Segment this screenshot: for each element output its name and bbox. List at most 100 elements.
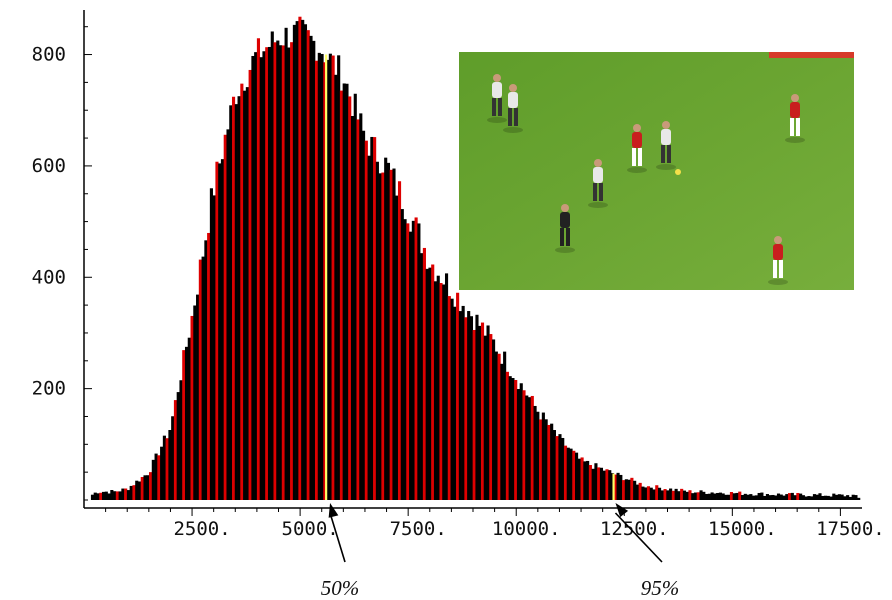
histogram-bar xyxy=(334,74,338,500)
histogram-bar xyxy=(848,496,852,500)
histogram-bar xyxy=(456,292,460,500)
histogram-bar xyxy=(132,485,136,500)
histogram-bar xyxy=(721,493,725,500)
histogram-bar xyxy=(417,223,421,500)
advert-board-strip xyxy=(769,52,854,58)
histogram-bar xyxy=(337,55,341,500)
histogram-bar xyxy=(301,19,305,500)
histogram-bar xyxy=(771,494,775,500)
histogram-bar xyxy=(682,490,687,500)
histogram-bar xyxy=(497,353,501,500)
histogram-bar xyxy=(851,494,855,500)
histogram-bar xyxy=(693,492,698,500)
histogram-bar xyxy=(251,55,255,500)
player-figure xyxy=(555,204,575,253)
histogram-bar xyxy=(588,465,592,500)
histogram-bar xyxy=(533,405,537,500)
histogram-bar xyxy=(442,284,446,500)
histogram-bar xyxy=(243,90,247,500)
histogram-bar xyxy=(563,445,568,500)
histogram-bar xyxy=(790,492,794,500)
histogram-bar xyxy=(342,83,346,501)
histogram-bar xyxy=(196,294,200,500)
histogram-bar xyxy=(547,424,551,500)
histogram-bar xyxy=(367,155,371,500)
histogram-bar xyxy=(317,52,321,501)
histogram-bar xyxy=(608,470,612,500)
histogram-bar xyxy=(525,395,529,500)
histogram-bar xyxy=(646,486,651,500)
histogram-bar xyxy=(287,47,291,500)
histogram-bar xyxy=(801,495,805,500)
histogram-bar xyxy=(577,458,581,500)
histogram-bar xyxy=(265,47,269,500)
percentile-marker-line xyxy=(612,473,615,500)
histogram-bar xyxy=(558,434,562,500)
histogram-bar xyxy=(763,495,767,500)
histogram-bar xyxy=(389,169,393,500)
histogram-bar xyxy=(494,351,498,500)
histogram-bar xyxy=(655,485,659,500)
histogram-bar xyxy=(184,346,189,500)
histogram-bar xyxy=(740,495,745,500)
histogram-bar xyxy=(826,495,830,500)
histogram-bar xyxy=(209,188,213,500)
histogram-bar xyxy=(782,495,786,500)
histogram-bar xyxy=(411,220,415,500)
histogram-bar xyxy=(674,488,678,500)
histogram-bar xyxy=(173,400,178,500)
histogram-bar xyxy=(312,40,316,501)
player-figure xyxy=(627,124,647,173)
histogram-bar xyxy=(126,490,130,500)
histogram-bar xyxy=(279,45,283,500)
histogram-bar xyxy=(107,493,111,500)
histogram-bar xyxy=(774,495,778,500)
histogram-bar xyxy=(544,419,548,500)
histogram-bar xyxy=(420,253,424,500)
histogram-bar xyxy=(193,305,197,500)
histogram-bar xyxy=(519,383,523,500)
histogram-bar xyxy=(179,380,183,500)
histogram-bar xyxy=(215,161,219,500)
histogram-bar xyxy=(677,491,681,500)
histogram-bar xyxy=(492,339,496,500)
histogram-bar xyxy=(135,480,139,500)
pitch-background xyxy=(459,52,854,290)
histogram-bar xyxy=(231,96,236,500)
histogram-bar xyxy=(657,487,662,500)
histogram-bar xyxy=(832,493,836,500)
histogram-bar xyxy=(649,487,653,500)
histogram-bar xyxy=(370,136,374,500)
histogram-bar xyxy=(171,416,175,500)
histogram-bar xyxy=(397,181,402,501)
histogram-bar xyxy=(267,46,272,500)
histogram-bar xyxy=(428,267,432,500)
histogram-bar xyxy=(99,492,103,500)
x-tick-label: 15000. xyxy=(708,518,777,540)
histogram-bar xyxy=(680,488,684,500)
histogram-bar xyxy=(151,459,155,500)
histogram-bar xyxy=(234,104,238,501)
histogram-bar xyxy=(516,389,521,500)
histogram-bar xyxy=(356,119,360,500)
histogram-bar xyxy=(605,469,609,500)
histogram-bar xyxy=(461,305,465,500)
histogram-bar xyxy=(508,376,512,500)
player-figure xyxy=(503,84,523,133)
histogram-bar xyxy=(101,491,106,500)
histogram-bar xyxy=(331,55,335,500)
percentile-label: 95% xyxy=(641,576,680,600)
annotation-arrow xyxy=(329,512,346,563)
annotations: 50% 95% xyxy=(321,503,680,600)
histogram-bar xyxy=(821,495,825,500)
histogram-bar xyxy=(555,436,559,500)
histogram-bar xyxy=(137,481,142,500)
histogram-bar xyxy=(96,493,100,500)
histogram-bar xyxy=(384,157,388,500)
histogram-bar xyxy=(746,494,750,500)
histogram-bar xyxy=(146,475,150,500)
histogram-bar xyxy=(644,487,648,500)
histogram-bar xyxy=(550,423,554,500)
histogram-bar xyxy=(373,137,377,500)
histogram-bar xyxy=(815,494,819,500)
